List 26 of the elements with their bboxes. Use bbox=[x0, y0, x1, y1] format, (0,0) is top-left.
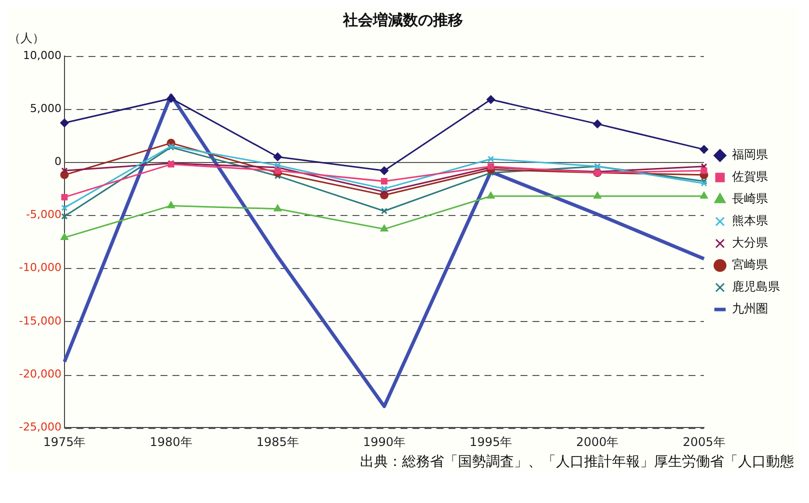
legend-label: 大分県 bbox=[732, 236, 768, 250]
x-tick-label: 1985年 bbox=[256, 434, 299, 449]
x-tick-label: 1975年 bbox=[43, 434, 86, 449]
legend-label: 佐賀県 bbox=[732, 170, 768, 184]
legend-label: 宮崎県 bbox=[732, 258, 768, 272]
y-tick-label: -5,000 bbox=[26, 208, 62, 222]
x-tick-label: 1980年 bbox=[150, 434, 192, 449]
legend-label: 熊本県 bbox=[732, 214, 768, 228]
y-tick-label: 10,000 bbox=[22, 48, 62, 62]
source-note: 出典：総務省「国勢調査」、「人口推計年報」厚生労働省「人口動態 bbox=[359, 453, 795, 471]
legend-label: 九州圏 bbox=[732, 302, 768, 316]
legend-label: 福岡県 bbox=[732, 148, 768, 162]
chart-title: 社会増減数の推移 bbox=[342, 10, 463, 29]
y-tick-label: 0 bbox=[54, 155, 62, 168]
y-tick-label: -20,000 bbox=[18, 367, 62, 380]
x-tick-label: 2000年 bbox=[576, 434, 619, 449]
legend-label: 鹿児島県 bbox=[732, 280, 780, 294]
x-tick-label: 1995年 bbox=[470, 434, 512, 449]
y-tick-label: 5,000 bbox=[30, 102, 62, 115]
x-tick-label: 2005年 bbox=[682, 434, 726, 449]
y-tick-label: -10,000 bbox=[18, 261, 62, 274]
y-tick-label: -15,000 bbox=[18, 314, 62, 328]
x-tick-label: 1990年 bbox=[362, 434, 406, 449]
legend-label: 長崎県 bbox=[732, 192, 768, 206]
y-axis-title: （人） bbox=[8, 31, 44, 45]
y-tick-label: -25,000 bbox=[18, 420, 62, 434]
